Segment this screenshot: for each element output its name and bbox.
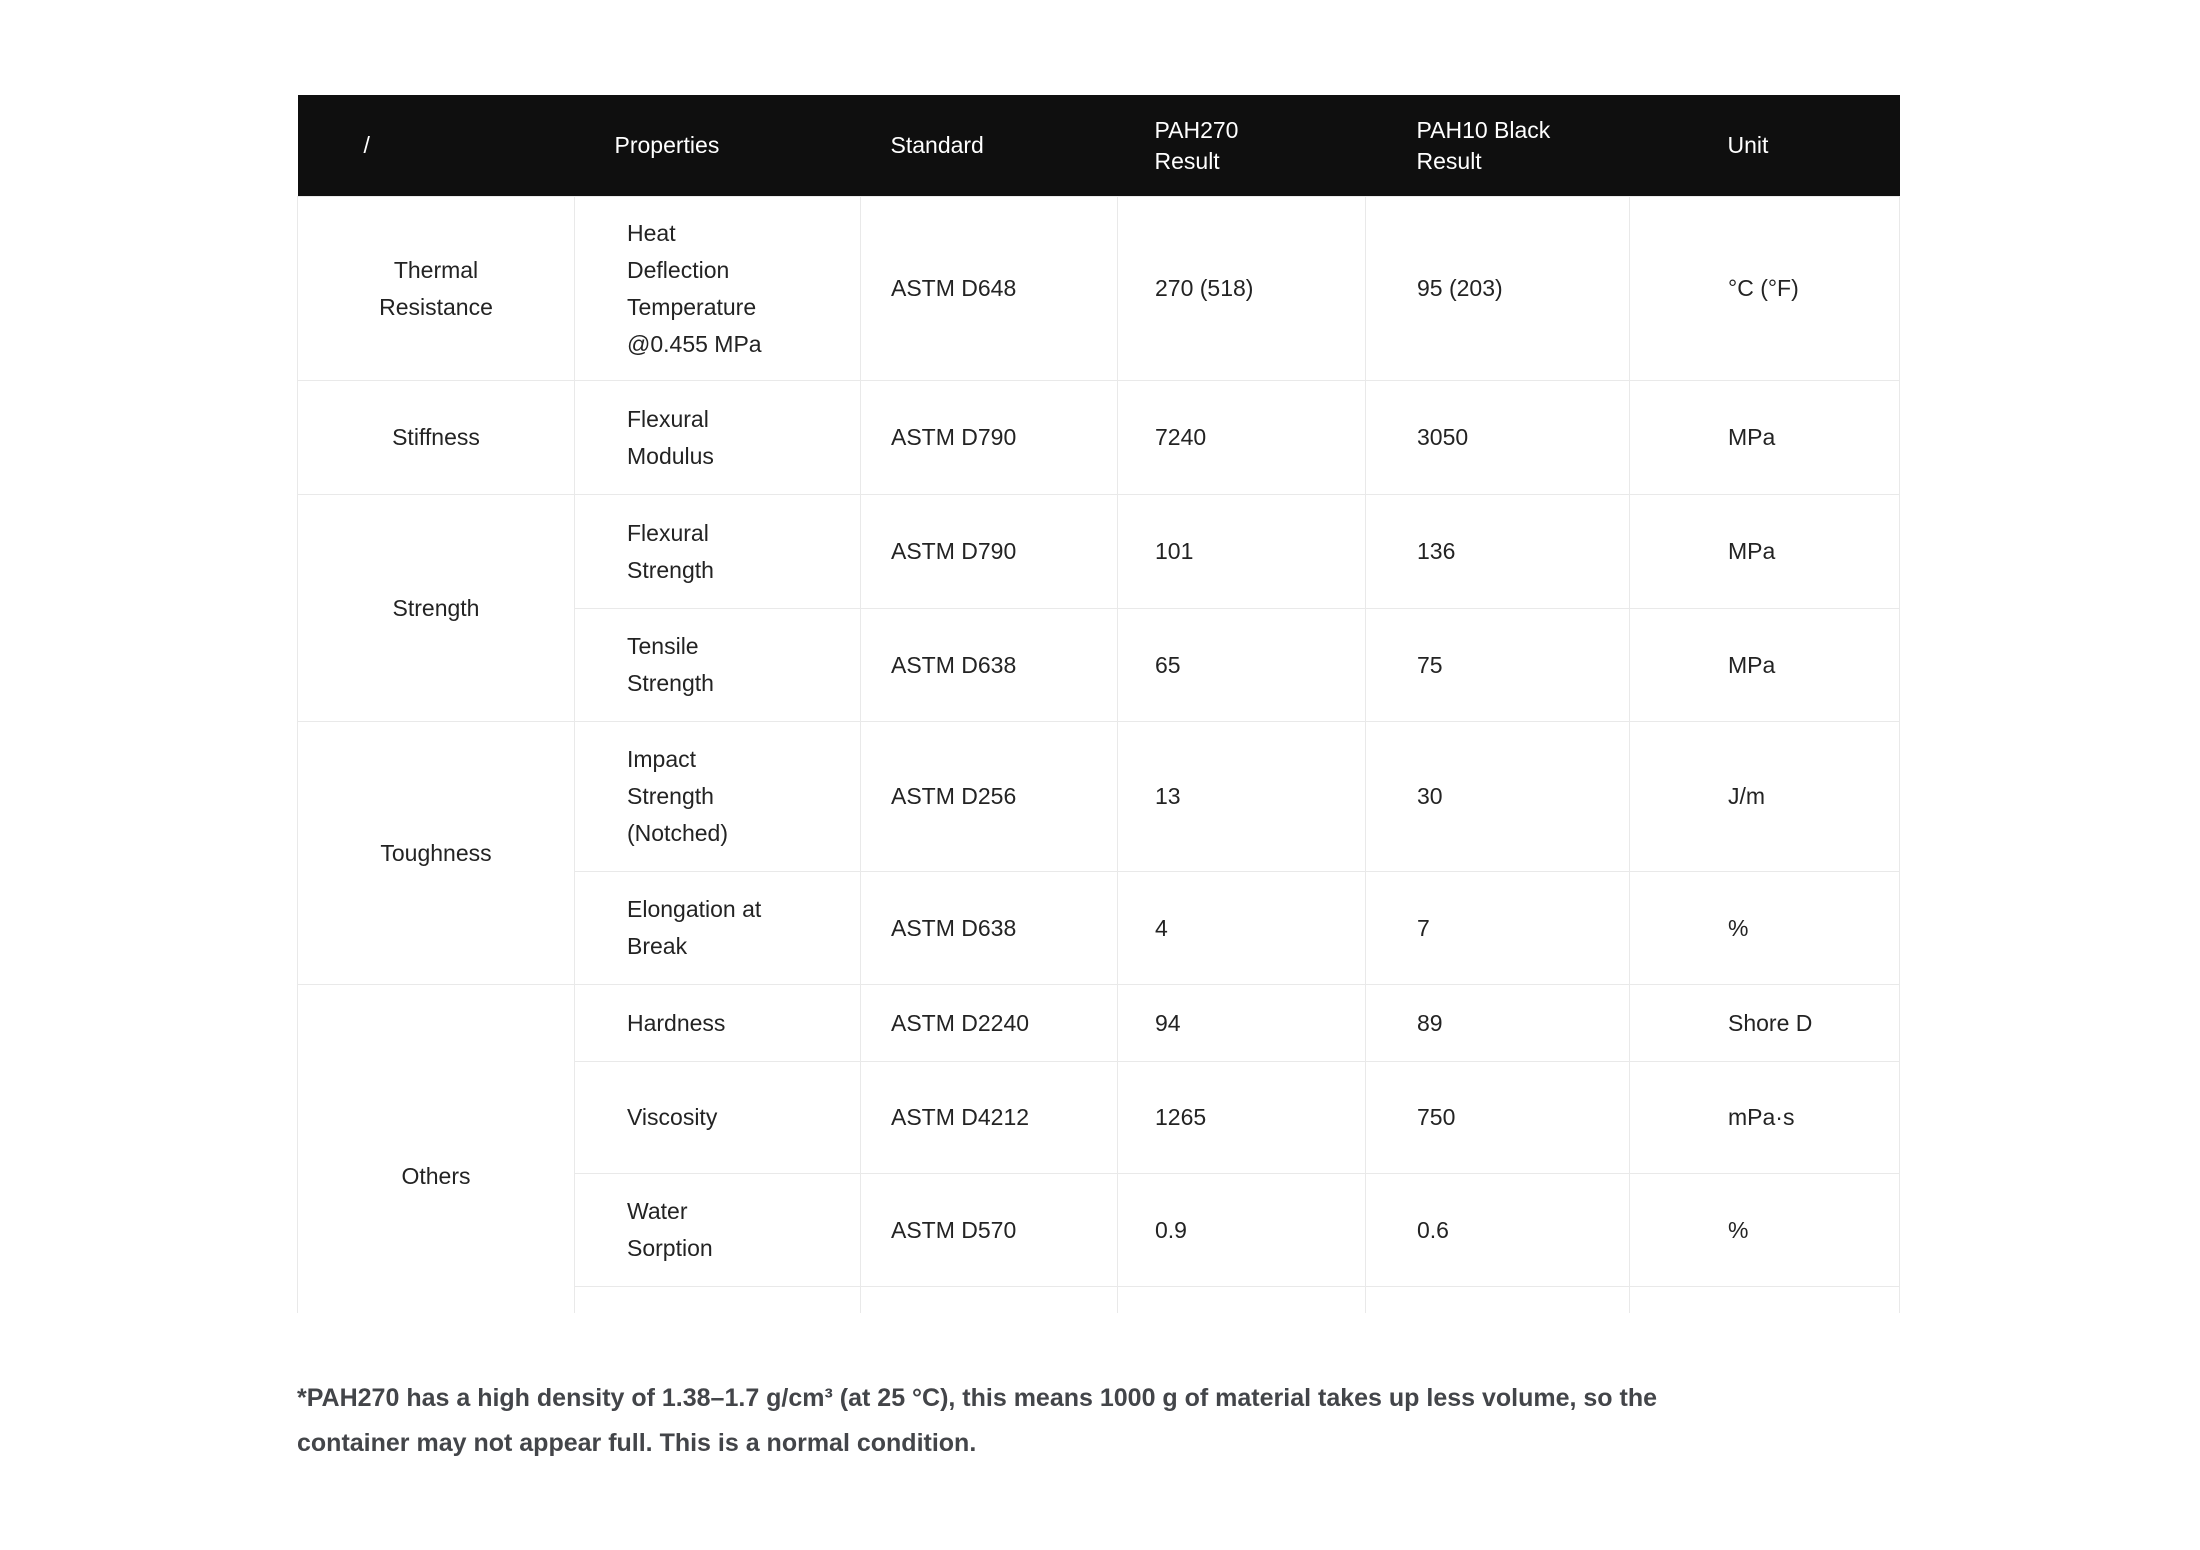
cell-pah270-result: 270 (518) — [1117, 196, 1366, 381]
cell-unit: MPa — [1629, 380, 1900, 495]
row-clipped-partial — [298, 1286, 1900, 1313]
cell-unit: J/m — [1629, 721, 1900, 872]
cell-unit: % — [1629, 871, 1900, 985]
cell-property: Viscosity — [574, 1061, 861, 1174]
clipped-row-cell — [1365, 1286, 1630, 1313]
header-cell-category: / — [297, 95, 575, 197]
cell-category-thermal-resistance: Thermal Resistance — [297, 196, 575, 381]
cell-pah10-result: 75 — [1365, 608, 1630, 722]
cell-unit: Shore D — [1629, 984, 1900, 1062]
cell-standard: ASTM D2240 — [860, 984, 1118, 1062]
header-cell-unit: Unit — [1629, 95, 1900, 197]
cell-unit: MPa — [1629, 494, 1900, 609]
material-properties-table: / Properties Standard PAH270 Result PAH1… — [297, 95, 1900, 1313]
cell-pah270-result: 0.9 — [1117, 1173, 1366, 1287]
row-water-sorption: Water Sorption ASTM D570 0.9 0.6 % — [298, 1173, 1900, 1287]
header-cell-properties: Properties — [574, 95, 861, 197]
clipped-row-cell — [1629, 1286, 1900, 1313]
cell-property: Hardness — [574, 984, 861, 1062]
cell-unit: MPa — [1629, 608, 1900, 722]
clipped-row-cell — [1117, 1286, 1366, 1313]
cell-standard: ASTM D256 — [860, 721, 1118, 872]
clipped-row-cell — [574, 1286, 861, 1313]
cell-property: Water Sorption — [574, 1173, 861, 1287]
row-elongation-at-break: Elongation at Break ASTM D638 4 7 % — [298, 871, 1900, 985]
table-header-row: / Properties Standard PAH270 Result PAH1… — [297, 95, 1900, 197]
row-tensile-strength: Tensile Strength ASTM D638 65 75 MPa — [298, 608, 1900, 722]
cell-pah270-result: 7240 — [1117, 380, 1366, 495]
header-cell-pah270: PAH270 Result — [1117, 95, 1366, 197]
cell-property: Tensile Strength — [574, 608, 861, 722]
row-viscosity: Viscosity ASTM D4212 1265 750 mPa·s — [298, 1061, 1900, 1174]
spec-table-container: / Properties Standard PAH270 Result PAH1… — [297, 95, 1901, 1313]
cell-standard: ASTM D570 — [860, 1173, 1118, 1287]
cell-standard: ASTM D790 — [860, 380, 1118, 495]
cell-pah270-result: 65 — [1117, 608, 1366, 722]
header-cell-standard: Standard — [860, 95, 1118, 197]
cell-unit: mPa·s — [1629, 1061, 1900, 1174]
row-impact-strength: Toughness Impact Strength (Notched) ASTM… — [297, 721, 1900, 985]
cell-standard: ASTM D4212 — [860, 1061, 1118, 1174]
cell-category-toughness: Toughness — [297, 721, 575, 985]
cell-standard: ASTM D648 — [860, 196, 1118, 381]
cell-pah270-result: 94 — [1117, 984, 1366, 1062]
cell-property: Flexural Strength — [574, 494, 861, 609]
cell-pah10-result: 95 (203) — [1365, 196, 1630, 381]
cell-pah270-result: 1265 — [1117, 1061, 1366, 1174]
cell-standard: ASTM D638 — [860, 871, 1118, 985]
cell-pah10-result: 30 — [1365, 721, 1630, 872]
cell-category-strength: Strength — [297, 494, 575, 722]
cell-pah10-result: 3050 — [1365, 380, 1630, 495]
cell-pah10-result: 136 — [1365, 494, 1630, 609]
clipped-row-cell — [860, 1286, 1118, 1313]
cell-standard: ASTM D638 — [860, 608, 1118, 722]
density-footnote: *PAH270 has a high density of 1.38–1.7 g… — [297, 1384, 1658, 1457]
cell-pah10-result: 7 — [1365, 871, 1630, 985]
cell-pah10-result: 750 — [1365, 1061, 1630, 1174]
row-hardness: Others Hardness ASTM D2240 94 89 Shore D — [297, 984, 1900, 1313]
cell-standard: ASTM D790 — [860, 494, 1118, 609]
header-cell-pah10-black: PAH10 Black Result — [1365, 95, 1630, 197]
cell-category-others: Others — [297, 984, 575, 1313]
cell-unit: °C (°F) — [1629, 196, 1900, 381]
row-heat-deflection: Thermal Resistance Heat Deflection Tempe… — [297, 196, 1900, 381]
cell-unit: % — [1629, 1173, 1900, 1287]
row-flexural-modulus: Stiffness Flexural Modulus ASTM D790 724… — [297, 380, 1900, 495]
row-flexural-strength: Strength Flexural Strength ASTM D790 101… — [297, 494, 1900, 722]
cell-pah270-result: 4 — [1117, 871, 1366, 985]
cell-property: Flexural Modulus — [574, 380, 861, 495]
cell-pah270-result: 13 — [1117, 721, 1366, 872]
cell-property: Heat Deflection Temperature @0.455 MPa — [574, 196, 861, 381]
cell-property: Elongation at Break — [574, 871, 861, 985]
cell-pah10-result: 0.6 — [1365, 1173, 1630, 1287]
cell-category-stiffness: Stiffness — [297, 380, 575, 495]
cell-pah10-result: 89 — [1365, 984, 1630, 1062]
cell-pah270-result: 101 — [1117, 494, 1366, 609]
cell-property: Impact Strength (Notched) — [574, 721, 861, 872]
